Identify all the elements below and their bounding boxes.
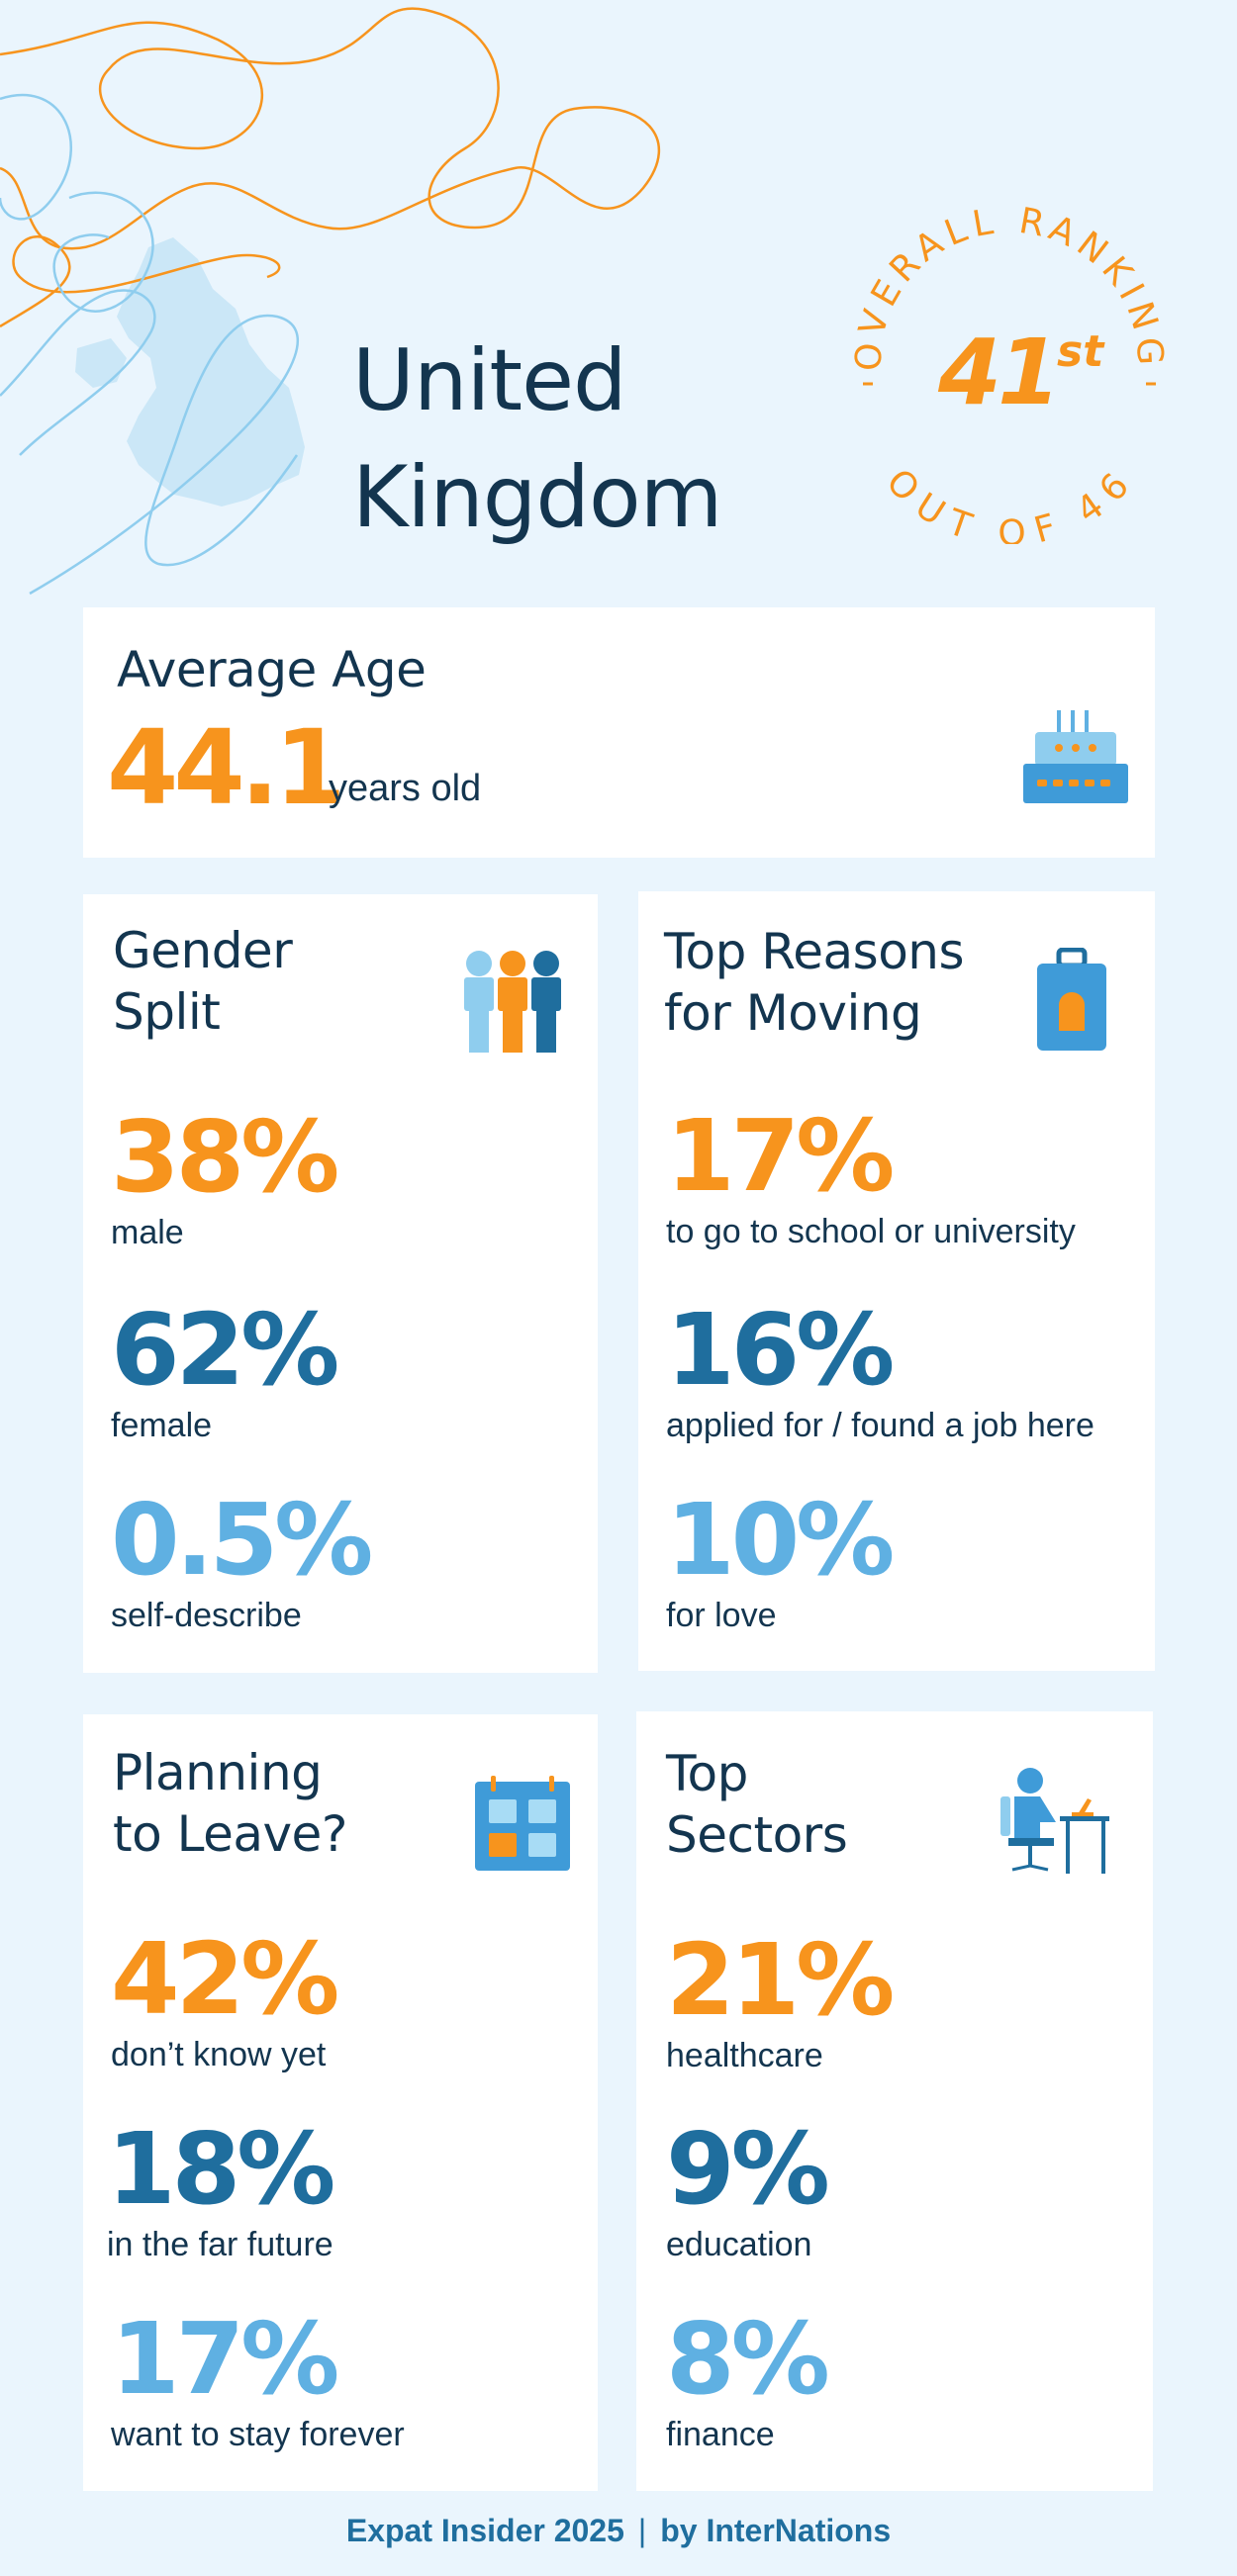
gender-split-title: Gender Split [113, 922, 293, 1041]
stat-value: 38% [111, 1099, 339, 1215]
stat-label: female [111, 1407, 213, 1444]
stat-value: 62% [111, 1292, 339, 1408]
gender-split-card: Gender Split 38% male 62% female 0.5% se… [83, 894, 598, 1673]
top-reasons-card: Top Reasons for Moving 17% to go to scho… [638, 891, 1155, 1671]
stat-label: finance [666, 2416, 775, 2453]
people-group-icon [464, 951, 561, 1053]
top-reasons-title: Top Reasons for Moving [664, 923, 965, 1042]
stat-value: 21% [666, 1922, 895, 2038]
uk-map-decoration [0, 7, 661, 596]
stat-value: 18% [107, 2111, 335, 2227]
stat-value: 17% [111, 2301, 339, 2417]
footer: Expat Insider 2025 | by InterNations [0, 2513, 1237, 2549]
birthday-cake-icon [1023, 710, 1128, 803]
stat-label: male [111, 1214, 184, 1251]
planning-to-leave-title: Planning to Leave? [113, 1744, 347, 1863]
leave-dont-know-stat: 42% don’t know yet [111, 1921, 339, 2074]
ranking-number: 41 [937, 320, 1057, 425]
gender-female-stat: 62% female [111, 1292, 339, 1445]
overall-ranking-badge: OVERALL RANKING OUT OF 46 41 st [848, 201, 1164, 544]
stat-label: for love [666, 1597, 777, 1634]
country-title-line2: Kingdom [352, 447, 722, 547]
stat-label: to go to school or university [666, 1213, 1076, 1250]
average-age-value: 44.1 [107, 707, 346, 828]
top-sectors-card: Top Sectors 21% healthcare 9% education … [636, 1711, 1153, 2491]
stat-value: 10% [666, 1482, 895, 1598]
stat-label: want to stay forever [111, 2416, 405, 2453]
calendar-icon [475, 1776, 570, 1871]
leave-stay-forever-stat: 17% want to stay forever [111, 2310, 405, 2454]
luggage-icon [1037, 948, 1106, 1051]
person-at-desk-icon [1000, 1768, 1109, 1874]
footer-source: Expat Insider 2025 [345, 2513, 624, 2548]
sector-education-stat: 9% education [666, 2111, 830, 2264]
sector-finance-stat: 8% finance [666, 2301, 830, 2454]
stat-label: don’t know yet [111, 2036, 327, 2073]
sector-healthcare-stat: 21% healthcare [666, 1922, 895, 2075]
stat-label: applied for / found a job here [666, 1407, 1094, 1444]
top-sectors-title: Top Sectors [666, 1745, 848, 1864]
ranking-suffix: st [1057, 326, 1105, 377]
stat-value: 16% [666, 1292, 895, 1408]
stat-label: in the far future [107, 2226, 333, 2263]
stat-value: 42% [111, 1921, 339, 2037]
reason-love-stat: 10% for love [666, 1482, 895, 1635]
leave-far-future-stat: 18% in the far future [107, 2111, 335, 2264]
reason-job-stat: 16% applied for / found a job here [666, 1301, 1094, 1445]
stat-value: 0.5% [111, 1482, 373, 1598]
stat-label: healthcare [666, 2037, 823, 2074]
average-age-unit: years old [329, 768, 482, 809]
gender-male-stat: 38% male [111, 1099, 339, 1252]
stat-value: 17% [666, 1098, 895, 1214]
country-title: United Kingdom [352, 322, 722, 556]
stat-label: education [666, 2226, 812, 2263]
stat-value: 8% [666, 2301, 830, 2417]
country-title-line1: United [352, 330, 627, 430]
footer-separator: | [637, 2513, 647, 2548]
ranking-arc-bottom: OUT OF 46 [879, 461, 1141, 544]
stat-value: 9% [666, 2111, 830, 2227]
planning-to-leave-card: Planning to Leave? 42% don’t know yet 18… [83, 1714, 598, 2491]
footer-publisher: by InterNations [660, 2513, 892, 2548]
average-age-card: Average Age 44.1 years old [83, 607, 1155, 858]
gender-self-describe-stat: 0.5% self-describe [111, 1482, 373, 1635]
reason-school-stat: 17% to go to school or university [666, 1107, 1076, 1251]
stat-label: self-describe [111, 1597, 302, 1634]
average-age-title: Average Age [117, 641, 427, 698]
